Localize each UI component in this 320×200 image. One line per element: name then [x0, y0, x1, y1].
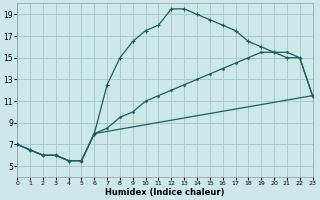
- X-axis label: Humidex (Indice chaleur): Humidex (Indice chaleur): [105, 188, 225, 197]
